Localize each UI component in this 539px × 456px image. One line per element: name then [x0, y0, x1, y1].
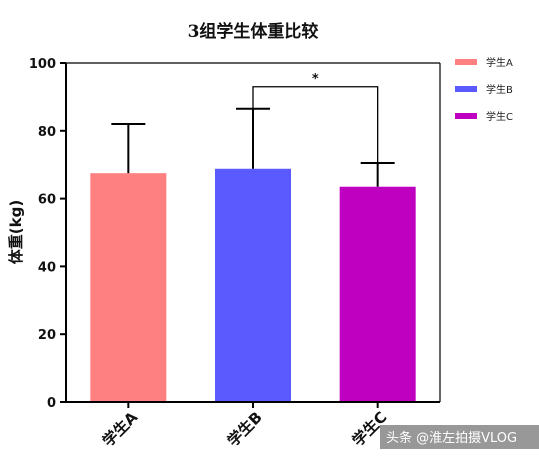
- significance-bracket: [252, 86, 379, 164]
- legend-swatch-2: [455, 113, 477, 119]
- y-tick-label-3: 60: [38, 193, 56, 208]
- y-ticks-group: 0 20 40 60 80 100: [29, 57, 66, 411]
- bars-group: [90, 168, 416, 402]
- legend-swatch-1: [455, 86, 477, 92]
- y-tick-label-5: 100: [29, 57, 56, 72]
- legend-swatch-0: [455, 59, 477, 65]
- x-tick-label-1: 学生B: [224, 408, 266, 450]
- y-tick-label-4: 80: [38, 125, 56, 140]
- significance-group: *: [252, 72, 379, 164]
- legend-label-2: 学生C: [486, 110, 513, 123]
- bar-0: [90, 173, 167, 402]
- bar-2: [339, 186, 416, 402]
- legend-label-1: 学生B: [486, 83, 513, 96]
- y-tick-label-2: 40: [38, 260, 56, 275]
- legend: 学生A 学生B 学生C: [455, 56, 513, 123]
- x-ticks-group: 学生A 学生B 学生C: [99, 402, 390, 450]
- watermark: 头条 @淮左拍摄VLOG: [386, 430, 517, 446]
- chart-title: 3组学生体重比较: [188, 21, 319, 42]
- y-axis-label: 体重(kg): [7, 200, 25, 264]
- y-tick-label-0: 0: [47, 396, 56, 411]
- x-tick-label-0: 学生A: [99, 408, 141, 450]
- legend-label-0: 学生A: [486, 56, 513, 69]
- significance-label: *: [312, 72, 319, 87]
- watermark-bg: [380, 425, 539, 449]
- y-tick-label-1: 20: [38, 328, 56, 343]
- bar-1: [215, 168, 291, 402]
